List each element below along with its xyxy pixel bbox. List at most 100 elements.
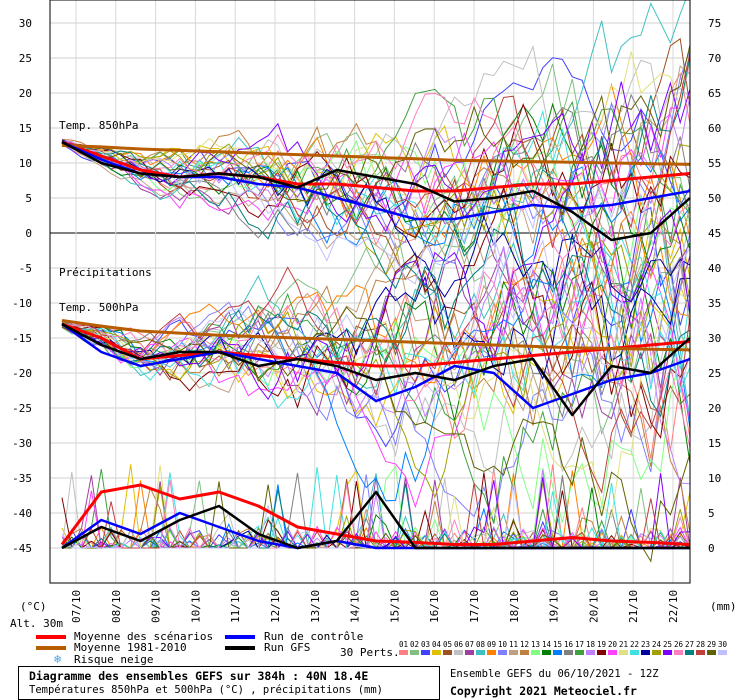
right-tick-label: 65 bbox=[708, 87, 721, 100]
x-tick-label: 11/10 bbox=[229, 590, 242, 623]
panel-label-t500: Temp. 500hPa bbox=[59, 301, 139, 314]
x-tick-label: 19/10 bbox=[548, 590, 561, 623]
series-line-t500 bbox=[61, 322, 691, 410]
pert-legend-swatch bbox=[630, 650, 639, 655]
pert-legend-swatch bbox=[542, 650, 551, 655]
pert-legend-id: 16 bbox=[563, 640, 574, 649]
left-tick-label: -15 bbox=[12, 332, 32, 345]
pert-legend-id: 02 bbox=[409, 640, 420, 649]
pert-legend-id: 24 bbox=[651, 640, 662, 649]
x-tick-label: 12/10 bbox=[269, 590, 282, 623]
pert-legend-item: 22 bbox=[629, 640, 640, 655]
pert-line-t850 bbox=[61, 44, 691, 216]
pert-line-t850 bbox=[61, 52, 691, 259]
pert-legend-id: 19 bbox=[596, 640, 607, 649]
pert-legend-swatch bbox=[586, 650, 595, 655]
pert-legend-id: 12 bbox=[519, 640, 530, 649]
left-tick-label: -30 bbox=[12, 437, 32, 450]
left-axis-unit: (°C) bbox=[20, 600, 47, 613]
pert-legend-item: 08 bbox=[475, 640, 486, 655]
pert-line-t500 bbox=[61, 266, 691, 494]
legend-snow-label: Risque neige bbox=[74, 653, 154, 666]
pert-legend-swatch bbox=[641, 650, 650, 655]
pert-legend-item: 19 bbox=[596, 640, 607, 655]
left-tick-label: -40 bbox=[12, 507, 32, 520]
x-tick-label: 15/10 bbox=[388, 590, 401, 623]
pert-legend-id: 01 bbox=[398, 640, 409, 649]
pert-legend-swatch bbox=[718, 650, 727, 655]
pert-legend-swatch bbox=[531, 650, 540, 655]
pert-legend-id: 13 bbox=[530, 640, 541, 649]
pert-legend-swatch bbox=[443, 650, 452, 655]
pert-line-t500 bbox=[61, 205, 691, 464]
right-tick-label: 55 bbox=[708, 157, 721, 170]
pert-legend-item: 29 bbox=[706, 640, 717, 655]
pert-legend-id: 04 bbox=[431, 640, 442, 649]
x-tick-label: 20/10 bbox=[587, 590, 600, 623]
plot-border bbox=[49, 0, 691, 584]
pert-line-t500 bbox=[61, 241, 691, 499]
pert-legend-id: 20 bbox=[607, 640, 618, 649]
pert-legend-item: 24 bbox=[651, 640, 662, 655]
legend-control-swatch bbox=[225, 635, 255, 639]
pert-legend-item: 18 bbox=[585, 640, 596, 655]
right-tick-label: 5 bbox=[708, 507, 715, 520]
x-tick-label: 17/10 bbox=[468, 590, 481, 623]
right-tick-label: 50 bbox=[708, 192, 721, 205]
series-line-precip bbox=[61, 490, 690, 550]
pert-legend-id: 26 bbox=[673, 640, 684, 649]
pert-legend-item: 16 bbox=[563, 640, 574, 655]
pert-legend-swatch bbox=[564, 650, 573, 655]
x-tick-label: 21/10 bbox=[627, 590, 640, 623]
pert-legend-item: 04 bbox=[431, 640, 442, 655]
right-tick-label: 40 bbox=[708, 262, 721, 275]
left-tick-label: -10 bbox=[12, 297, 32, 310]
pert-legend: 01 02 03 04 05 06 07 08 09 10 11 12 13 14 15 16 17 18 19 20… bbox=[398, 640, 733, 660]
pert-legend-id: 28 bbox=[695, 640, 706, 649]
pert-legend-item: 26 bbox=[673, 640, 684, 655]
pert-legend-item: 07 bbox=[464, 640, 475, 655]
run-info: Ensemble GEFS du 06/10/2021 - 12Z bbox=[450, 668, 659, 680]
left-tick-label: -20 bbox=[12, 367, 32, 380]
altitude-label: Alt. 30m bbox=[10, 617, 63, 630]
legend-gfs-swatch bbox=[225, 646, 255, 650]
panel-label-t850: Temp. 850hPa bbox=[59, 119, 139, 132]
pert-legend-id: 08 bbox=[475, 640, 486, 649]
left-tick-label: 5 bbox=[25, 192, 32, 205]
series-line-t500 bbox=[61, 322, 691, 368]
right-tick-label: 10 bbox=[708, 472, 721, 485]
copyright: Copyright 2021 Meteociel.fr bbox=[450, 684, 637, 698]
pert-legend-swatch bbox=[399, 650, 408, 655]
pert-legend-item: 11 bbox=[508, 640, 519, 655]
pert-legend-id: 21 bbox=[618, 640, 629, 649]
right-tick-label: 0 bbox=[708, 542, 715, 555]
pert-legend-item: 14 bbox=[541, 640, 552, 655]
x-tick-label: 22/10 bbox=[667, 590, 680, 623]
pert-legend-swatch bbox=[597, 650, 606, 655]
pert-legend-swatch bbox=[476, 650, 485, 655]
x-tick-label: 09/10 bbox=[150, 590, 163, 623]
pert-legend-swatch bbox=[674, 650, 683, 655]
pert-legend-swatch bbox=[652, 650, 661, 655]
legend-control-label: Run de contrôle bbox=[264, 630, 364, 643]
x-tick-label: 18/10 bbox=[508, 590, 521, 623]
pert-line-t500 bbox=[61, 216, 691, 412]
pert-legend-id: 17 bbox=[574, 640, 585, 649]
pert-line-t850 bbox=[61, 139, 691, 303]
pert-legend-item: 21 bbox=[618, 640, 629, 655]
pert-legend-id: 14 bbox=[541, 640, 552, 649]
pert-legend-item: 13 bbox=[530, 640, 541, 655]
pert-legend-id: 30 bbox=[717, 640, 728, 649]
legend-mean-swatch bbox=[36, 635, 66, 639]
pert-legend-swatch bbox=[498, 650, 507, 655]
pert-legend-item: 25 bbox=[662, 640, 673, 655]
series-line-t500 bbox=[61, 322, 691, 417]
pert-legend-swatch bbox=[608, 650, 617, 655]
pert-legend-swatch bbox=[707, 650, 716, 655]
pert-legend-swatch bbox=[553, 650, 562, 655]
pert-line-t500 bbox=[61, 262, 691, 448]
pert-legend-swatch bbox=[465, 650, 474, 655]
pert-legend-item: 27 bbox=[684, 640, 695, 655]
pert-line-t850 bbox=[61, 142, 691, 295]
